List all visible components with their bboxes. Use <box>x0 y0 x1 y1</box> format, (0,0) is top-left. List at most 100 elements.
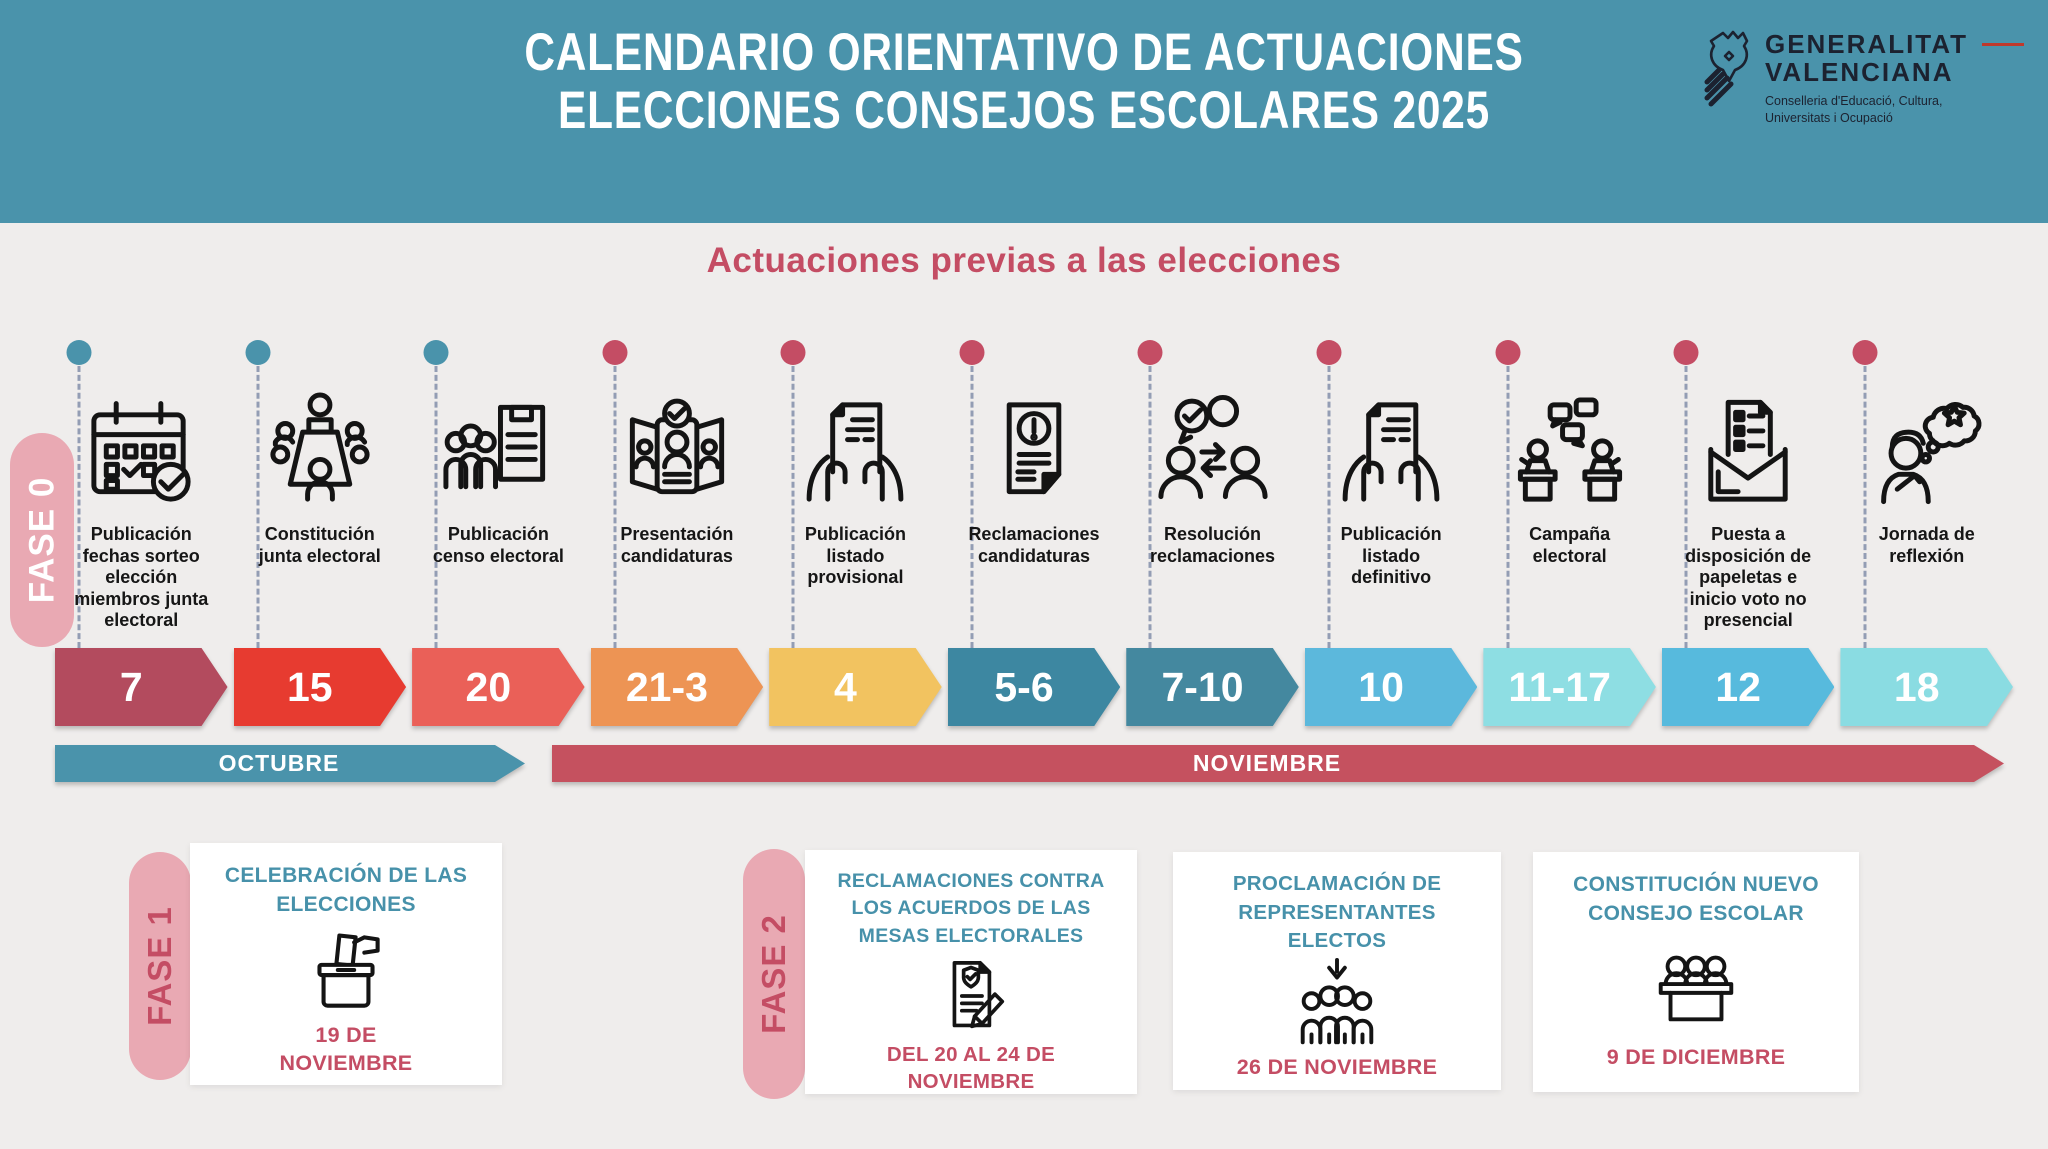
timeline-item-label-text: Publicación censo electoral <box>432 524 564 566</box>
timeline-item-label: Presentación candidaturas <box>591 524 764 567</box>
page-title-line2: ELECCIONES CONSEJOS ESCOLARES 2025 <box>558 81 1490 141</box>
timeline-item: Resolución reclamaciones 7-10 <box>1126 338 1299 726</box>
logo-name-generalitat: GENERALITAT <box>1764 29 1968 59</box>
timeline-item-label-text: Resolución reclamaciones <box>1149 524 1276 566</box>
timeline-dashed-line <box>256 366 260 648</box>
timeline-item: Puesta a disposición de papeletas e inic… <box>1662 338 1835 726</box>
fase-2-date: DEL 20 AL 24 DE NOVIEMBRE <box>886 1042 1056 1093</box>
timeline-dashed-line <box>613 366 617 648</box>
date-arrow-wrap: 10 <box>1305 648 1478 726</box>
hands-document-icon <box>769 376 942 514</box>
timeline-item: Publicación censo electoral 20 <box>412 338 585 726</box>
date-arrow-wrap: 7 <box>55 648 228 726</box>
constitucion-card: CONSTITUCIÓN NUEVO CONSEJO ESCOLAR 9 DE … <box>1533 852 1859 1092</box>
timeline-item: Publicación listado definitivo 10 <box>1305 338 1478 726</box>
date-arrow: 4 <box>769 648 942 726</box>
date-arrow: 7-10 <box>1126 648 1299 726</box>
logo-dash <box>1982 42 2024 46</box>
hands-document-icon <box>1305 376 1478 514</box>
timeline-item-label-text: Campaña electoral <box>1529 524 1611 566</box>
date-arrow-wrap: 7-10 <box>1126 648 1299 726</box>
date-arrow: 20 <box>412 648 585 726</box>
timeline: Publicación fechas sorteo elección miemb… <box>55 338 2013 726</box>
thinking-person-icon <box>1840 376 2013 514</box>
timeline-item-label-text: Publicación fechas sorteo elección miemb… <box>74 524 209 631</box>
date-arrow: 11-17 <box>1483 648 1656 726</box>
timeline-item: Reclamaciones candidaturas 5-6 <box>948 338 1121 726</box>
timeline-dashed-line <box>1684 366 1688 648</box>
candidate-cards-icon <box>591 376 764 514</box>
timeline-dot <box>1852 340 1878 365</box>
date-arrow-wrap: 18 <box>1840 648 2013 726</box>
generalitat-valenciana-logo: GENERALITAT VALENCIANA Conselleria d'Edu… <box>1703 30 2024 127</box>
header-band: CALENDARIO ORIENTATIVO DE ACTUACIONES EL… <box>0 0 2048 223</box>
date-arrow: 7 <box>55 648 228 726</box>
elected-group-icon <box>1288 956 1386 1054</box>
page-title-line1: CALENDARIO ORIENTATIVO DE ACTUACIONES <box>524 23 1524 82</box>
timeline-dot <box>245 340 271 365</box>
date-arrow-wrap: 12 <box>1662 648 1835 726</box>
ballot-box-icon <box>295 920 397 1022</box>
timeline-item-label-text: Publicación listado provisional <box>804 524 906 588</box>
timeline-item-label-text: Puesta a disposición de papeletas e inic… <box>1685 524 1812 631</box>
timeline-dashed-line <box>970 366 974 648</box>
calendar-check-icon <box>55 376 228 514</box>
timeline-dot <box>1495 340 1521 365</box>
date-arrow-wrap: 5-6 <box>948 648 1121 726</box>
timeline-item-label: Puesta a disposición de papeletas e inic… <box>1662 524 1835 632</box>
timeline-dot <box>602 340 628 365</box>
fase-2-card: RECLAMACIONES CONTRA LOS ACUERDOS DE LAS… <box>805 850 1137 1094</box>
people-exchange-icon <box>1126 376 1299 514</box>
timeline-dashed-line <box>1327 366 1331 648</box>
timeline-item-label: Constitución junta electoral <box>234 524 407 567</box>
constitucion-date: 9 DE DICIEMBRE <box>1606 1045 1786 1070</box>
proclamacion-title: PROCLAMACIÓN DE REPRESENTANTES ELECTOS <box>1232 872 1442 953</box>
logo-dept-line2: Universitats i Ocupació <box>1764 111 1893 126</box>
proclamacion-date: 26 DE NOVIEMBRE <box>1236 1055 1438 1080</box>
timeline-dot <box>1673 340 1699 365</box>
date-arrow-wrap: 15 <box>234 648 407 726</box>
debate-podiums-icon <box>1483 376 1656 514</box>
proclamacion-card: PROCLAMACIÓN DE REPRESENTANTES ELECTOS 2… <box>1173 852 1501 1090</box>
timeline-item-label-text: Publicación listado definitivo <box>1340 524 1442 588</box>
timeline-item-label: Publicación listado provisional <box>769 524 942 589</box>
date-arrow-wrap: 11-17 <box>1483 648 1656 726</box>
timeline-item: Campaña electoral 11-17 <box>1483 338 1656 726</box>
fase-1-label: FASE 1 <box>141 906 178 1026</box>
month-bars: OCTUBRE NOVIEMBRE <box>55 745 2013 782</box>
census-group-icon <box>412 376 585 514</box>
fase-0-pill: FASE 0 <box>10 433 74 647</box>
timeline-dashed-line <box>791 366 795 648</box>
date-arrow: 21-3 <box>591 648 764 726</box>
timeline-dot <box>959 340 985 365</box>
timeline-item-label-text: Reclamaciones candidaturas <box>968 524 1100 566</box>
date-arrow-wrap: 21-3 <box>591 648 764 726</box>
date-arrow-wrap: 20 <box>412 648 585 726</box>
date-arrow: 10 <box>1305 648 1478 726</box>
council-desk-icon <box>1647 937 1745 1035</box>
timeline-item: Publicación fechas sorteo elección miemb… <box>55 338 228 726</box>
claim-document-icon <box>925 950 1017 1042</box>
timeline-item-label-text: Constitución junta electoral <box>258 524 381 566</box>
november-bar: NOVIEMBRE <box>552 745 2004 782</box>
logo-dept-line1: Conselleria d'Educació, Cultura, <box>1764 94 1943 109</box>
timeline-item-label: Publicación listado definitivo <box>1305 524 1478 589</box>
document-alert-icon <box>948 376 1121 514</box>
timeline-item-label: Resolución reclamaciones <box>1126 524 1299 567</box>
logo-name-line2: VALENCIANA <box>1765 58 2024 86</box>
timeline-dot <box>1137 340 1163 365</box>
timeline-item: Publicación listado provisional 4 <box>769 338 942 726</box>
october-bar-wrap: OCTUBRE <box>55 745 525 782</box>
constitucion-title: CONSTITUCIÓN NUEVO CONSEJO ESCOLAR <box>1573 873 1819 926</box>
timeline-item-label: Publicación censo electoral <box>412 524 585 567</box>
date-arrow: 5-6 <box>948 648 1121 726</box>
meeting-table-icon <box>234 376 407 514</box>
fase-1-card: CELEBRACIÓN DE LAS ELECCIONES 19 DE NOVI… <box>190 843 502 1085</box>
november-bar-wrap: NOVIEMBRE <box>552 745 2004 782</box>
timeline-item-label: Reclamaciones candidaturas <box>948 524 1121 567</box>
logo-text-block: GENERALITAT VALENCIANA Conselleria d'Edu… <box>1765 30 2024 127</box>
envelope-ballot-icon <box>1662 376 1835 514</box>
timeline-item-label: Campaña electoral <box>1483 524 1656 567</box>
page-title: CALENDARIO ORIENTATIVO DE ACTUACIONES EL… <box>524 23 1524 141</box>
timeline-item-label: Jornada de reflexión <box>1840 524 2013 567</box>
